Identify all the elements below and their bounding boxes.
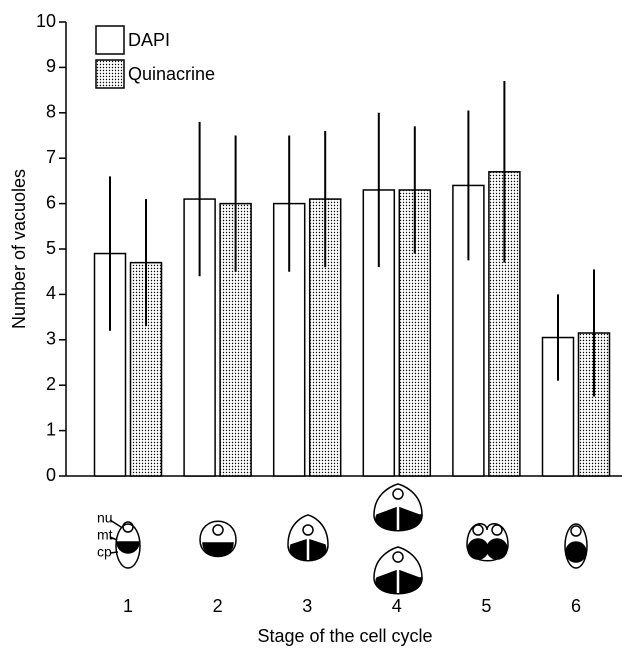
- legend-label: Quinacrine: [128, 64, 215, 84]
- y-tick-label: 5: [46, 238, 56, 258]
- annotation: mt: [97, 527, 113, 543]
- legend-swatch: [95, 59, 125, 89]
- annotation: nu: [97, 510, 113, 526]
- x-tick-label: 6: [571, 596, 581, 616]
- y-tick-label: 3: [46, 329, 56, 349]
- x-tick-label: 1: [123, 596, 133, 616]
- x-tick-label: 4: [392, 596, 402, 616]
- x-axis-label: Stage of the cell cycle: [257, 626, 432, 646]
- x-tick-label: 5: [481, 596, 491, 616]
- y-tick-label: 7: [46, 147, 56, 167]
- y-tick-label: 2: [46, 374, 56, 394]
- legend-label: DAPI: [128, 30, 170, 50]
- bar: [272, 202, 306, 477]
- y-tick-label: 9: [46, 56, 56, 76]
- annotation: cp: [97, 544, 112, 560]
- y-tick-label: 1: [46, 419, 56, 439]
- y-tick-label: 0: [46, 465, 56, 485]
- y-axis-label: Number of vacuoles: [9, 169, 29, 329]
- y-tick-label: 6: [46, 192, 56, 212]
- legend-swatch: [95, 25, 125, 55]
- y-tick-label: 8: [46, 102, 56, 122]
- bar: [129, 261, 163, 477]
- x-tick-label: 2: [213, 596, 223, 616]
- cell-diagrams: [109, 483, 588, 595]
- x-tick-label: 3: [302, 596, 312, 616]
- y-tick-label: 10: [36, 11, 56, 31]
- plot-area: 0 1 2 3 4 5 6 7 8 9 10 1 2 3 4 5 6 DAPI Quinacrine: [36, 11, 622, 616]
- y-tick-label: 4: [46, 283, 56, 303]
